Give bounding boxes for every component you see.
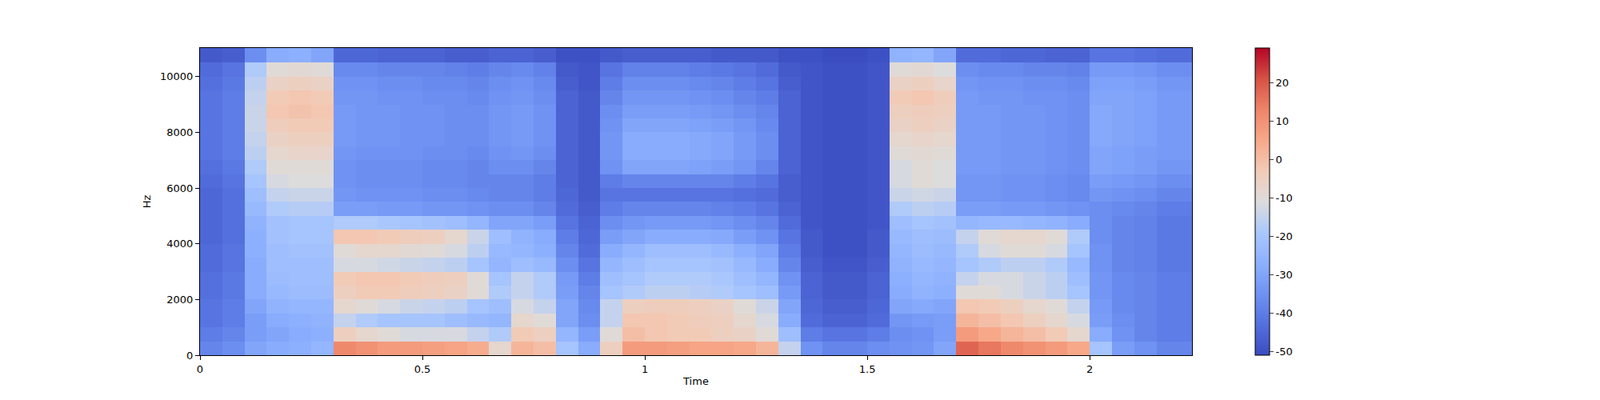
svg-text:8000: 8000 [166, 126, 193, 139]
svg-text:10: 10 [1276, 115, 1290, 128]
svg-text:2: 2 [1086, 363, 1093, 376]
svg-text:-20: -20 [1276, 230, 1293, 243]
svg-text:Time: Time [682, 375, 709, 388]
svg-text:0: 0 [196, 363, 204, 376]
svg-text:1.5: 1.5 [859, 363, 876, 376]
svg-text:0: 0 [186, 349, 193, 362]
svg-text:6000: 6000 [166, 182, 193, 195]
svg-text:-30: -30 [1276, 268, 1293, 281]
svg-text:-40: -40 [1276, 307, 1293, 320]
svg-text:0: 0 [1276, 153, 1283, 166]
svg-text:-10: -10 [1276, 192, 1293, 204]
svg-text:4000: 4000 [166, 237, 193, 250]
svg-text:10000: 10000 [160, 70, 193, 83]
svg-text:1: 1 [641, 363, 648, 376]
svg-text:2000: 2000 [166, 293, 193, 306]
svg-text:0.5: 0.5 [414, 363, 432, 376]
svg-text:Hz: Hz [140, 195, 153, 209]
svg-text:20: 20 [1276, 76, 1290, 89]
svg-text:-50: -50 [1276, 345, 1293, 358]
